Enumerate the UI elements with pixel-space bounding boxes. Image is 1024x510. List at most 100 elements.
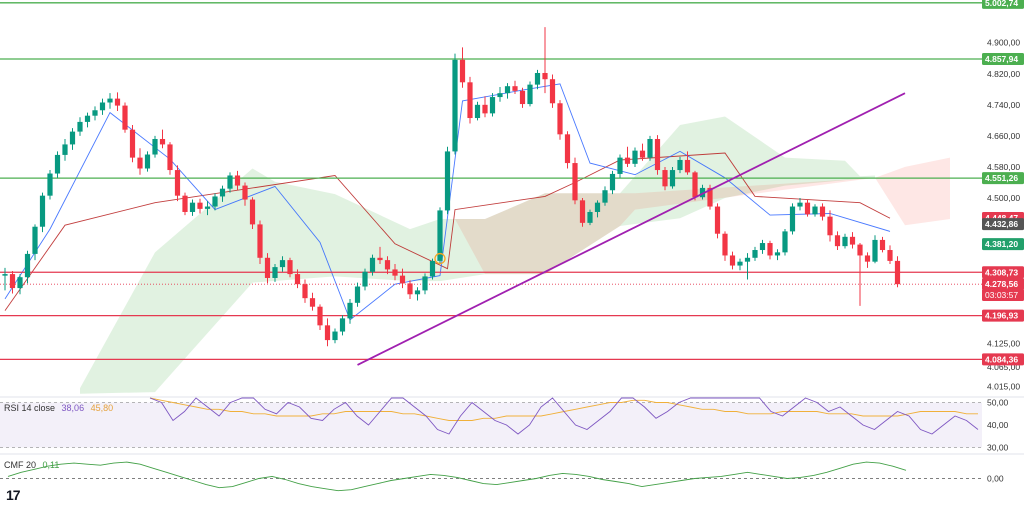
countdown-bg — [982, 288, 1024, 301]
candle-body — [99, 102, 106, 111]
candle-body — [557, 103, 563, 135]
candle-body — [572, 163, 578, 201]
price-tick-label: 4.660,00 — [987, 131, 1020, 141]
level-badge-bg — [982, 53, 1024, 66]
candle-body — [722, 233, 728, 256]
candle-body — [279, 260, 286, 268]
candle-body — [369, 257, 376, 272]
candle-body — [887, 250, 893, 261]
candle-body — [879, 239, 886, 251]
candle-body — [137, 157, 143, 169]
candle-body — [767, 243, 773, 256]
level-badge: 4.084,36 — [985, 354, 1018, 364]
level-badge: 4.857,94 — [985, 54, 1018, 64]
candle-body — [467, 82, 473, 119]
candle-body — [317, 306, 323, 326]
candle-body — [489, 97, 496, 114]
cmf-legend: CMF 20 0,11 — [4, 460, 63, 470]
candle-body — [167, 144, 173, 171]
candle-body — [212, 196, 218, 207]
candle-body — [324, 325, 331, 341]
candle-body — [249, 199, 256, 225]
candle-body — [174, 170, 181, 196]
rsi-tick-label: 50,00 — [987, 398, 1009, 408]
candle-body — [69, 131, 76, 145]
level-badge-bg — [982, 266, 1024, 279]
candle-body — [287, 260, 293, 275]
event-marker — [434, 252, 446, 265]
candle-body — [864, 255, 871, 262]
candle-body — [474, 104, 481, 119]
candle-body — [519, 90, 526, 105]
candle-body — [2, 274, 8, 276]
candle-body — [197, 202, 203, 209]
rsi-signal-value: 45,80 — [90, 403, 114, 413]
price-tick-label: 4.500,00 — [987, 193, 1020, 203]
candle-body — [804, 202, 811, 215]
candle-body — [257, 224, 263, 258]
candle-body — [639, 150, 646, 158]
candle-body — [662, 170, 668, 187]
candle-body — [354, 286, 361, 303]
candle-body — [227, 175, 233, 189]
candle-body — [392, 269, 398, 276]
candle-body — [632, 150, 638, 164]
candle-body — [242, 185, 248, 200]
candle-body — [602, 190, 608, 203]
candle-body — [587, 211, 593, 223]
candle-body — [459, 59, 466, 83]
candle-body — [834, 235, 841, 247]
candle-body — [699, 187, 706, 198]
level-badge: 4.308,73 — [985, 267, 1018, 277]
candle-body — [152, 138, 158, 155]
candle-body — [504, 86, 511, 94]
candle-body — [114, 98, 121, 106]
candle-body — [894, 260, 901, 285]
tradingview-logo: 17 — [6, 487, 21, 503]
candle-body — [347, 302, 353, 319]
candle-body — [527, 84, 533, 105]
candle-body — [62, 144, 68, 155]
price-badge-bg — [982, 218, 1024, 231]
level-badge: 4.196,93 — [985, 311, 1018, 321]
candle-body — [204, 206, 211, 209]
candle-body — [872, 239, 878, 262]
cmf-value: 0,11 — [42, 460, 60, 470]
candle-body — [542, 72, 548, 80]
candle-body — [789, 206, 796, 232]
candle-body — [422, 276, 428, 291]
candle-body — [339, 318, 346, 332]
rsi-line — [149, 397, 979, 435]
candle-body — [294, 274, 301, 285]
candle-body — [737, 261, 743, 266]
candle-body — [362, 271, 368, 287]
price-tick-label: 4.065,00 — [987, 362, 1020, 372]
level-badge-bg — [982, 172, 1024, 185]
candle-body — [744, 257, 751, 262]
price-tick-label: 4.900,00 — [987, 38, 1020, 48]
candle-body — [609, 173, 616, 191]
candle-body — [842, 236, 848, 247]
candle-body — [92, 110, 98, 116]
candle-body — [407, 283, 413, 295]
candle-body — [429, 260, 436, 277]
candle-body — [107, 98, 113, 103]
candle-body — [129, 129, 136, 158]
candle-body — [234, 175, 241, 186]
candle-body — [729, 255, 736, 266]
candle-body — [594, 202, 601, 212]
cmf-zero-label: 0,00 — [987, 473, 1004, 483]
candle-body — [759, 243, 766, 251]
candle-body — [54, 154, 61, 174]
price-badge: 4.432,86 — [985, 219, 1018, 229]
candle-body — [437, 210, 443, 261]
price-tick-label: 4.125,00 — [987, 339, 1020, 349]
candle-body — [497, 93, 503, 98]
candle-body — [122, 105, 128, 130]
trendline — [357, 92, 906, 366]
candle-body — [452, 59, 458, 152]
cmf-title: CMF 20 — [4, 460, 37, 470]
candle-body — [414, 290, 421, 295]
